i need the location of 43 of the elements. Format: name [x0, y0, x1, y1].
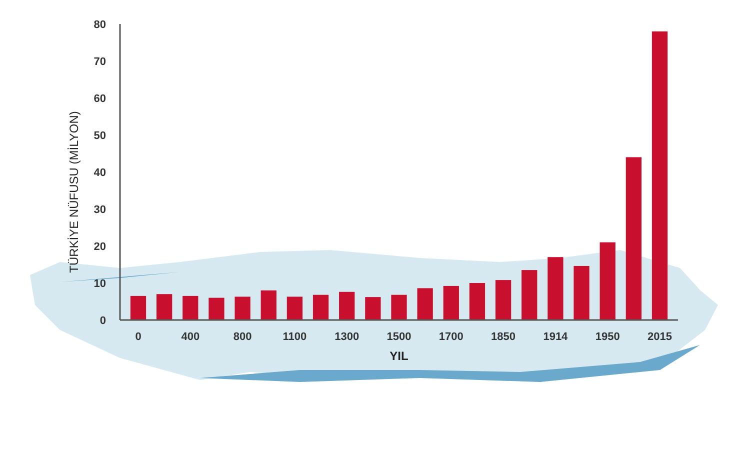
x-tick-label: 1100 — [282, 331, 307, 343]
bar — [286, 296, 303, 320]
y-axis-title: TÜRKİYE NÜFUSU (MİLYON) — [67, 111, 81, 273]
bar — [156, 294, 172, 320]
bar — [208, 298, 224, 320]
x-tick-label: 1500 — [386, 331, 412, 343]
x-tick-label: 0 — [135, 331, 142, 343]
x-tick-label: 1950 — [595, 331, 620, 343]
bar — [652, 31, 668, 320]
bar — [417, 288, 433, 320]
bar — [312, 294, 329, 320]
x-tick-label: 2015 — [648, 331, 672, 343]
x-tick-label: 400 — [181, 331, 200, 343]
bar — [339, 292, 355, 320]
x-tick-label: 1300 — [334, 331, 360, 343]
bar — [522, 270, 538, 320]
y-tick-label: 30 — [94, 204, 106, 216]
bar — [260, 290, 276, 320]
y-tick-label: 60 — [94, 92, 106, 105]
y-tick-label: 10 — [94, 278, 106, 290]
bar — [130, 296, 146, 320]
y-tick-label: 50 — [94, 130, 106, 142]
bar — [443, 286, 459, 320]
x-tick-label: 1850 — [491, 331, 516, 343]
bar — [365, 297, 381, 320]
x-tick-label: 1914 — [543, 331, 569, 343]
x-axis-title: YIL — [390, 349, 408, 363]
x-tick-label: 800 — [233, 331, 252, 343]
y-tick-label: 70 — [94, 56, 106, 68]
bar — [469, 283, 486, 320]
y-tick-label: 40 — [94, 166, 106, 179]
bar — [626, 157, 642, 320]
bar — [574, 266, 590, 320]
bar — [391, 294, 407, 320]
bar — [548, 257, 564, 320]
y-tick-label: 20 — [94, 240, 106, 253]
y-tick-label: 80 — [94, 18, 106, 31]
bar — [182, 296, 198, 320]
bar — [234, 296, 250, 320]
x-tick-label: 1700 — [438, 331, 464, 343]
bar — [495, 280, 512, 320]
bar — [600, 242, 616, 320]
y-tick-label: 0 — [100, 314, 106, 327]
